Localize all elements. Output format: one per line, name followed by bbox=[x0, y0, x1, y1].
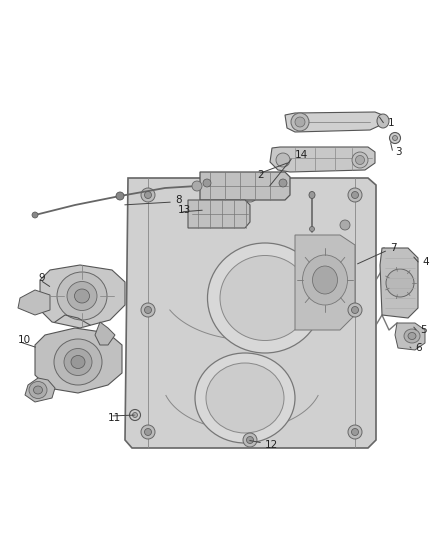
Ellipse shape bbox=[276, 153, 290, 167]
Ellipse shape bbox=[295, 117, 305, 127]
Polygon shape bbox=[380, 248, 418, 318]
Ellipse shape bbox=[74, 289, 89, 303]
Polygon shape bbox=[40, 265, 125, 328]
Ellipse shape bbox=[291, 113, 309, 131]
Ellipse shape bbox=[64, 349, 92, 376]
Ellipse shape bbox=[352, 152, 368, 168]
Text: 13: 13 bbox=[178, 205, 191, 215]
Ellipse shape bbox=[408, 333, 416, 340]
Text: 5: 5 bbox=[420, 325, 427, 335]
Ellipse shape bbox=[145, 429, 152, 435]
Text: 9: 9 bbox=[38, 273, 45, 283]
Ellipse shape bbox=[141, 425, 155, 439]
Text: 2: 2 bbox=[257, 170, 264, 180]
Ellipse shape bbox=[340, 220, 350, 230]
Polygon shape bbox=[295, 235, 355, 330]
Ellipse shape bbox=[352, 429, 358, 435]
Ellipse shape bbox=[247, 191, 254, 198]
Ellipse shape bbox=[54, 339, 102, 385]
Ellipse shape bbox=[389, 133, 400, 143]
Ellipse shape bbox=[348, 303, 362, 317]
Ellipse shape bbox=[145, 306, 152, 313]
Polygon shape bbox=[35, 328, 122, 393]
Text: 12: 12 bbox=[265, 440, 278, 450]
Ellipse shape bbox=[377, 114, 389, 128]
Polygon shape bbox=[395, 323, 425, 350]
Ellipse shape bbox=[243, 433, 257, 447]
Ellipse shape bbox=[243, 188, 257, 202]
Ellipse shape bbox=[279, 179, 287, 187]
Polygon shape bbox=[95, 322, 115, 345]
Text: 6: 6 bbox=[415, 343, 422, 353]
Ellipse shape bbox=[220, 255, 310, 341]
Ellipse shape bbox=[130, 409, 141, 421]
Polygon shape bbox=[285, 112, 385, 132]
Polygon shape bbox=[188, 200, 250, 228]
Ellipse shape bbox=[206, 363, 284, 433]
Text: 7: 7 bbox=[390, 243, 397, 253]
Ellipse shape bbox=[145, 191, 152, 198]
Ellipse shape bbox=[57, 272, 107, 320]
Polygon shape bbox=[125, 178, 376, 448]
Ellipse shape bbox=[32, 212, 38, 218]
Ellipse shape bbox=[312, 266, 338, 294]
Ellipse shape bbox=[195, 353, 295, 443]
Ellipse shape bbox=[67, 281, 97, 311]
Ellipse shape bbox=[29, 382, 47, 399]
Text: 10: 10 bbox=[18, 335, 31, 345]
Ellipse shape bbox=[203, 179, 211, 187]
Polygon shape bbox=[25, 378, 55, 402]
Ellipse shape bbox=[141, 303, 155, 317]
Ellipse shape bbox=[404, 329, 420, 343]
Polygon shape bbox=[18, 290, 50, 315]
Ellipse shape bbox=[71, 356, 85, 368]
Ellipse shape bbox=[348, 188, 362, 202]
Ellipse shape bbox=[141, 188, 155, 202]
Ellipse shape bbox=[392, 135, 398, 141]
Ellipse shape bbox=[348, 425, 362, 439]
Ellipse shape bbox=[303, 255, 347, 305]
Polygon shape bbox=[200, 172, 290, 200]
Ellipse shape bbox=[33, 386, 42, 394]
Ellipse shape bbox=[309, 191, 315, 198]
Text: 8: 8 bbox=[175, 195, 182, 205]
Ellipse shape bbox=[352, 191, 358, 198]
Ellipse shape bbox=[116, 192, 124, 200]
Ellipse shape bbox=[133, 413, 138, 417]
Text: 11: 11 bbox=[108, 413, 121, 423]
Text: 3: 3 bbox=[395, 147, 402, 157]
Text: 14: 14 bbox=[295, 150, 308, 160]
Ellipse shape bbox=[352, 306, 358, 313]
Ellipse shape bbox=[247, 437, 254, 443]
Ellipse shape bbox=[208, 243, 322, 353]
Ellipse shape bbox=[356, 156, 364, 165]
Text: 1: 1 bbox=[388, 118, 395, 128]
Ellipse shape bbox=[386, 269, 414, 297]
Ellipse shape bbox=[310, 227, 314, 231]
Ellipse shape bbox=[192, 181, 202, 191]
Polygon shape bbox=[270, 147, 375, 172]
Text: 4: 4 bbox=[422, 257, 429, 267]
